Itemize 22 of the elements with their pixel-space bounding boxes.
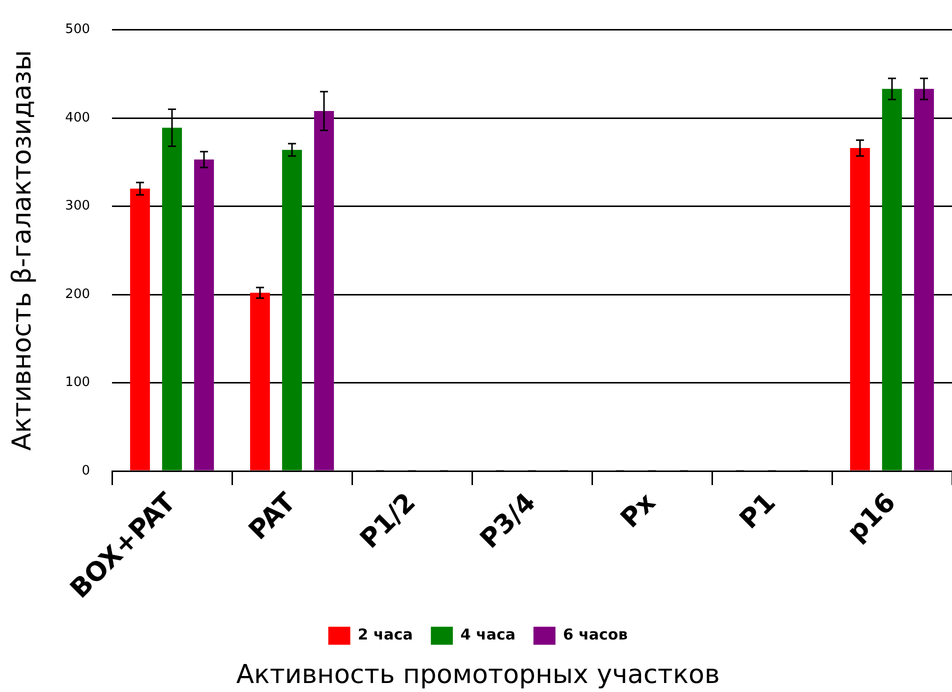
bar: [914, 88, 934, 470]
y-axis-title: Активность β-галактозидазы: [7, 50, 38, 451]
y-tick-label: 0: [82, 463, 90, 478]
legend-label: 6 часов: [562, 626, 628, 644]
bar: [250, 292, 270, 470]
x-tick-label: Px: [615, 487, 662, 534]
bar: [130, 188, 150, 470]
y-tick-label: 100: [65, 375, 90, 390]
bar: [194, 160, 214, 470]
x-tick-label: P1: [734, 488, 782, 536]
legend-label: 4 часа: [460, 626, 516, 644]
bar: [314, 110, 334, 470]
y-tick-label: 200: [65, 286, 90, 302]
legend-label: 2 часа: [358, 626, 413, 644]
bar: [282, 150, 302, 470]
y-tick-label: 300: [65, 198, 90, 214]
bar: [882, 88, 902, 470]
y-tick-label: 400: [65, 110, 90, 126]
bar: [162, 128, 182, 470]
text: Активность промоторных участков: [236, 660, 720, 690]
bar: [850, 148, 870, 470]
y-tick-label: 500: [65, 22, 90, 38]
